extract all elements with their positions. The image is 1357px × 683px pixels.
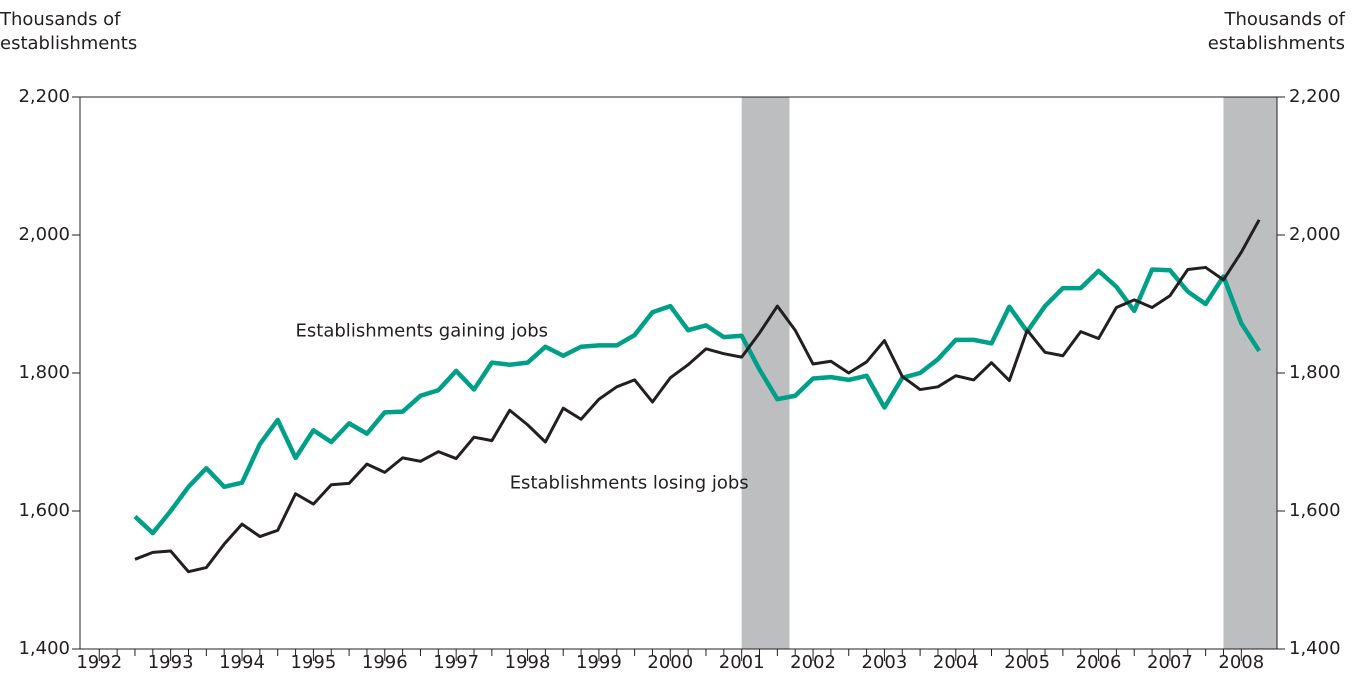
x-tick-label: 2001 bbox=[719, 652, 765, 673]
x-tick-label: 2005 bbox=[1004, 652, 1050, 673]
annotation: Establishments losing jobs bbox=[510, 472, 749, 493]
y2-tick-label: 1,400 bbox=[1289, 638, 1341, 659]
y-axis-label: establishments bbox=[0, 33, 137, 54]
x-tick-label: 2004 bbox=[933, 652, 979, 673]
x-tick-label: 1997 bbox=[433, 652, 479, 673]
x-tick-label: 2006 bbox=[1076, 652, 1122, 673]
y2-tick-label: 1,800 bbox=[1289, 362, 1341, 383]
y2-axis-label: Thousands of bbox=[1223, 9, 1345, 30]
x-tick-label: 1998 bbox=[505, 652, 551, 673]
y-tick-label: 1,800 bbox=[18, 362, 70, 383]
y-tick-label: 1,400 bbox=[18, 638, 70, 659]
x-tick-label: 2000 bbox=[647, 652, 693, 673]
y2-tick-label: 1,600 bbox=[1289, 500, 1341, 521]
annotation: Establishments gaining jobs bbox=[296, 321, 548, 342]
recession-shade bbox=[741, 97, 790, 649]
x-tick-label: 2003 bbox=[862, 652, 908, 673]
x-tick-label: 1995 bbox=[290, 652, 336, 673]
y-axis-label: Thousands of bbox=[0, 9, 121, 30]
y2-axis-label: establishments bbox=[1208, 33, 1345, 54]
y-tick-label: 1,600 bbox=[18, 500, 70, 521]
y2-tick-label: 2,000 bbox=[1289, 224, 1341, 245]
x-tick-label: 2008 bbox=[1218, 652, 1264, 673]
recession-shade bbox=[1223, 97, 1277, 649]
x-tick-label: 2002 bbox=[790, 652, 836, 673]
data-line bbox=[134, 219, 1261, 574]
x-tick-label: 1994 bbox=[219, 652, 265, 673]
x-tick-label: 1992 bbox=[76, 652, 122, 673]
x-tick-label: 1993 bbox=[148, 652, 194, 673]
y-tick-label: 2,000 bbox=[18, 224, 70, 245]
plot-frame bbox=[79, 96, 1278, 650]
y2-tick-label: 2,200 bbox=[1289, 86, 1341, 107]
x-tick-label: 1999 bbox=[576, 652, 622, 673]
y-tick-label: 2,200 bbox=[18, 86, 70, 107]
data-line bbox=[133, 267, 1262, 536]
x-tick-label: 2007 bbox=[1147, 652, 1193, 673]
x-tick-label: 1996 bbox=[362, 652, 408, 673]
